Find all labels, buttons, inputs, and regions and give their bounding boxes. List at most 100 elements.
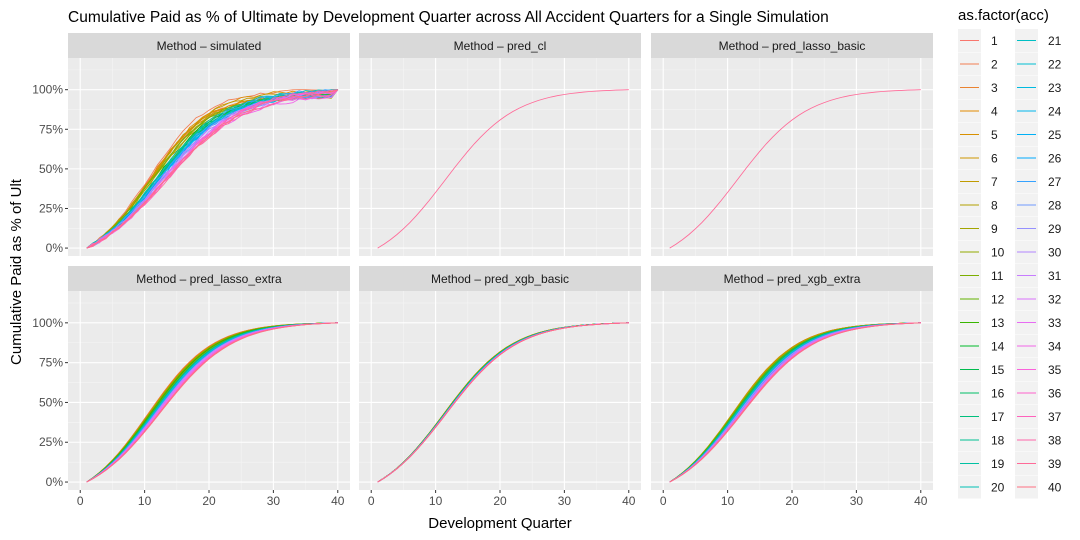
x-axis-label: Development Quarter	[428, 515, 571, 532]
legend-label: 10	[991, 246, 1005, 260]
legend-label: 23	[1048, 81, 1062, 95]
legend-item: 12	[958, 287, 1005, 311]
legend-item: 6	[958, 146, 998, 170]
legend-label: 40	[1048, 481, 1062, 495]
legend-label: 28	[1048, 199, 1062, 213]
legend-item: 35	[1015, 358, 1062, 381]
facet-panel-pred_xgb_basic: Method – pred_xgb_basic 0 10 20 30 40	[359, 266, 641, 508]
legend-item: 24	[1015, 99, 1062, 123]
series-line	[377, 322, 629, 483]
legend-item: 15	[958, 358, 1005, 381]
legend-item: 16	[958, 381, 1005, 405]
legend-item: 25	[1015, 123, 1062, 146]
series-line	[669, 322, 921, 483]
legend-label: 26	[1048, 152, 1062, 166]
y-tick-label: 25%	[39, 435, 63, 449]
legend-label: 18	[991, 434, 1005, 448]
legend-item: 28	[1015, 193, 1062, 217]
x-tick-label: 40	[914, 494, 928, 508]
legend-label: 22	[1048, 58, 1062, 72]
x-tick-label: 20	[785, 494, 799, 508]
legend-item: 19	[958, 452, 1005, 475]
legend-label: 17	[991, 410, 1005, 424]
legend-item: 36	[1015, 381, 1062, 405]
legend-item: 33	[1015, 311, 1062, 334]
facet-panels: Method – simulated0%25%50%75%100%Method …	[32, 33, 933, 508]
legend-item: 32	[1015, 287, 1062, 311]
legend-label: 33	[1048, 316, 1062, 330]
legend-item: 1	[958, 29, 998, 52]
legend-item: 37	[1015, 405, 1062, 428]
legend-item: 23	[1015, 76, 1062, 99]
legend: as.factor(acc) 1234567891011121314151617…	[958, 7, 1062, 499]
legend-item: 17	[958, 405, 1005, 428]
series-line	[377, 89, 629, 249]
legend-label: 29	[1048, 222, 1062, 236]
legend-label: 8	[991, 199, 998, 213]
legend-label: 24	[1048, 105, 1062, 119]
facet-strip	[359, 266, 641, 291]
x-tick-label: 40	[622, 494, 636, 508]
legend-item: 38	[1015, 428, 1062, 452]
y-tick-label: 100%	[32, 83, 63, 97]
legend-item: 39	[1015, 452, 1062, 475]
facet-strip	[68, 33, 350, 58]
series-line	[86, 89, 338, 249]
legend-item: 2	[958, 52, 998, 76]
series-line	[669, 89, 921, 249]
legend-item: 9	[958, 217, 998, 240]
legend-label: 21	[1048, 34, 1062, 48]
facet-strip-label: Method – pred_cl	[454, 39, 547, 53]
series-line	[86, 89, 338, 249]
legend-title: as.factor(acc)	[958, 7, 1049, 24]
legend-item: 4	[958, 99, 998, 123]
legend-label: 14	[991, 340, 1005, 354]
legend-item: 31	[1015, 264, 1062, 287]
legend-label: 25	[1048, 128, 1062, 142]
legend-item: 27	[1015, 170, 1062, 193]
x-tick-label: 20	[493, 494, 507, 508]
series-line	[86, 322, 338, 483]
legend-item: 8	[958, 193, 998, 217]
legend-item: 34	[1015, 334, 1062, 358]
y-tick-label: 0%	[46, 475, 64, 489]
y-tick-label: 100%	[32, 316, 63, 330]
legend-item: 26	[1015, 146, 1062, 170]
legend-item: 20	[958, 475, 1005, 499]
legend-label: 31	[1048, 269, 1062, 283]
series-line	[86, 89, 338, 249]
legend-label: 36	[1048, 387, 1062, 401]
legend-label: 11	[991, 269, 1004, 283]
series-line	[86, 89, 338, 249]
x-tick-label: 40	[331, 494, 345, 508]
legend-label: 16	[991, 387, 1005, 401]
y-tick-label: 50%	[39, 395, 63, 409]
x-tick-label: 10	[429, 494, 443, 508]
legend-label: 7	[991, 175, 998, 189]
legend-label: 20	[991, 481, 1005, 495]
y-tick-label: 50%	[39, 162, 63, 176]
facet-panel-pred_lasso_basic: Method – pred_lasso_basic	[651, 33, 933, 256]
x-tick-label: 30	[558, 494, 572, 508]
legend-item: 3	[958, 76, 998, 99]
legend-label: 6	[991, 152, 998, 166]
x-tick-label: 0	[77, 494, 84, 508]
facet-strip	[68, 266, 350, 291]
facet-panel-pred_cl: Method – pred_cl	[359, 33, 641, 256]
facet-strip	[651, 33, 933, 58]
legend-label: 30	[1048, 246, 1062, 260]
facet-strip-label: Method – pred_xgb_basic	[431, 272, 569, 286]
legend-label: 1	[991, 34, 998, 48]
legend-item: 13	[958, 311, 1005, 334]
legend-item: 22	[1015, 52, 1062, 76]
x-tick-label: 30	[267, 494, 281, 508]
legend-item: 40	[1015, 475, 1062, 499]
facet-strip	[651, 266, 933, 291]
x-tick-label: 30	[850, 494, 864, 508]
legend-label: 5	[991, 128, 998, 142]
x-tick-label: 20	[202, 494, 216, 508]
y-tick-label: 25%	[39, 201, 63, 215]
legend-item: 14	[958, 334, 1005, 358]
legend-label: 12	[991, 293, 1005, 307]
